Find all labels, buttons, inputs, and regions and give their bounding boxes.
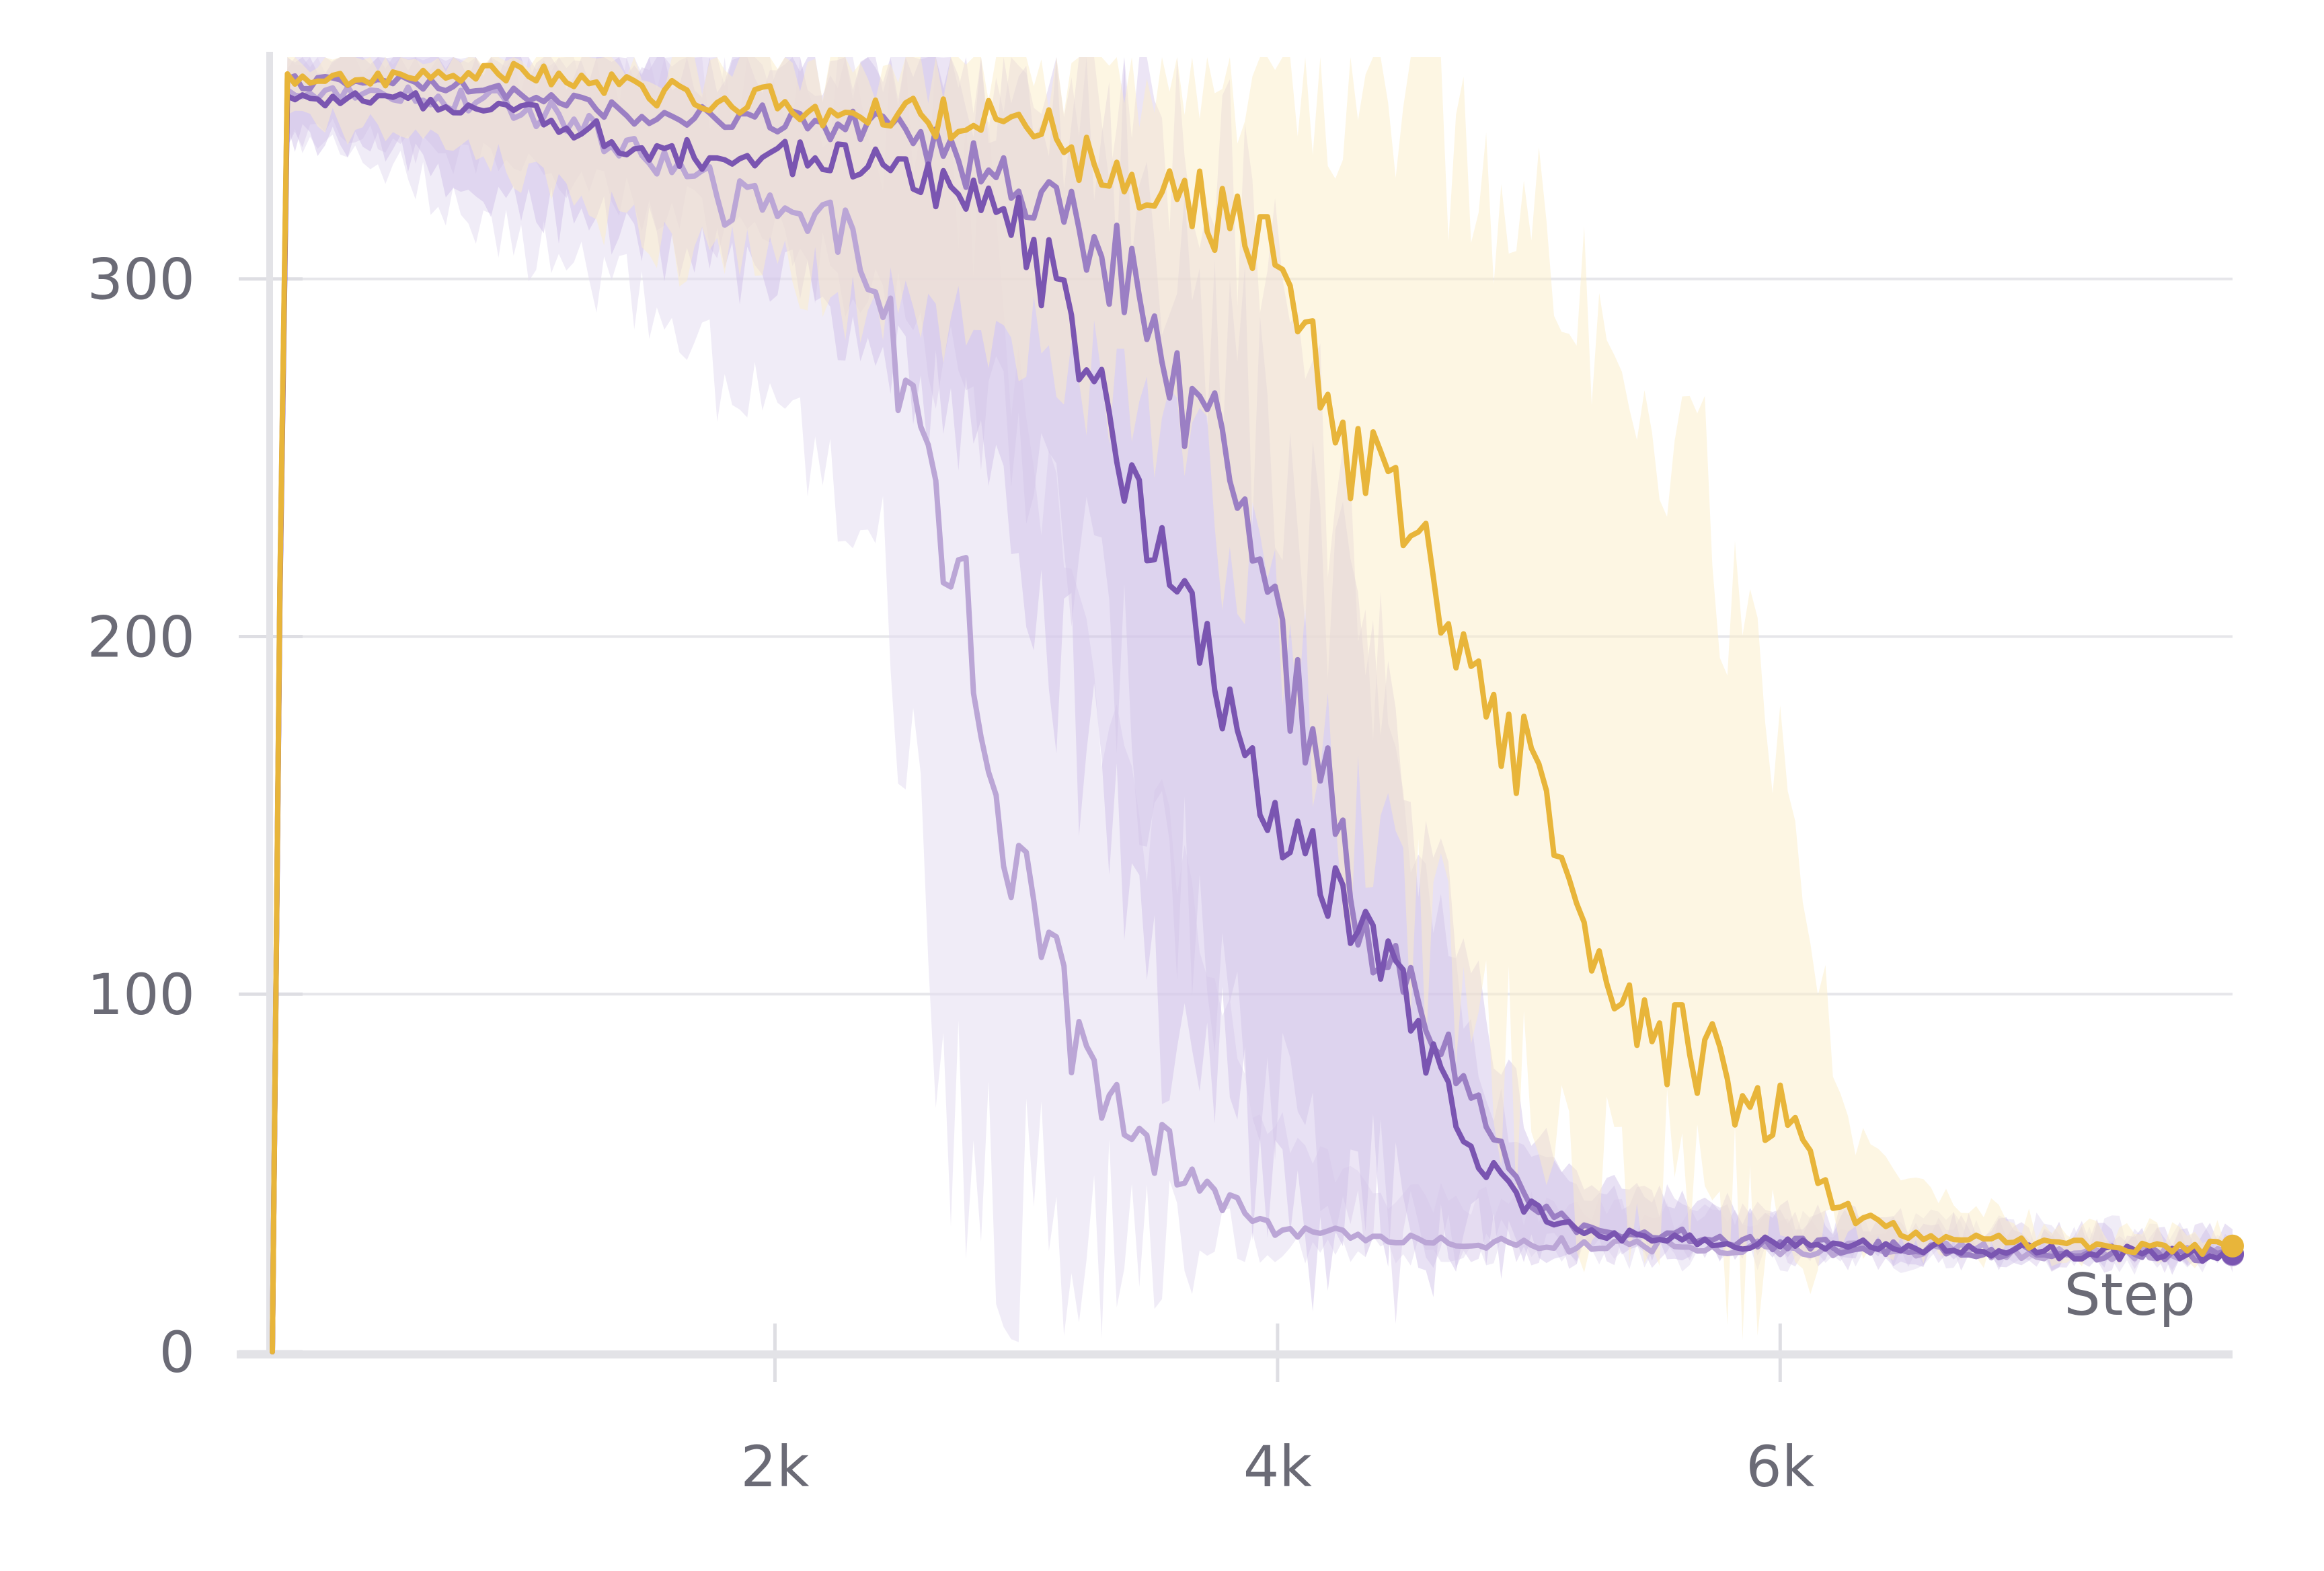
x-tick-label: 2k [740,1434,809,1500]
y-tick-label: 300 [87,247,195,313]
x-tick-label: 4k [1243,1434,1312,1500]
tick-labels: 0 100 200 300 2k 4k 6k [87,247,1815,1500]
x-axis-title: Step [2064,1262,2196,1329]
x-tick-label: 6k [1746,1434,1814,1500]
axes [237,52,2233,1382]
series-line-4 [270,61,2235,1354]
series-line-2 [270,73,2235,1354]
series-band-3 [272,57,2233,1352]
series-lines [270,61,2244,1354]
confidence-bands [272,57,2233,1352]
y-tick-label: 0 [159,1319,195,1385]
series-line-3 [270,90,2235,1354]
y-tick-label: 100 [87,962,195,1028]
y-tick-label: 200 [87,604,195,670]
series-band-4 [272,57,2233,1352]
series-endpoint-4 [2221,1234,2244,1258]
series-band-1 [272,57,2233,1352]
series-band-2 [272,57,2233,1352]
